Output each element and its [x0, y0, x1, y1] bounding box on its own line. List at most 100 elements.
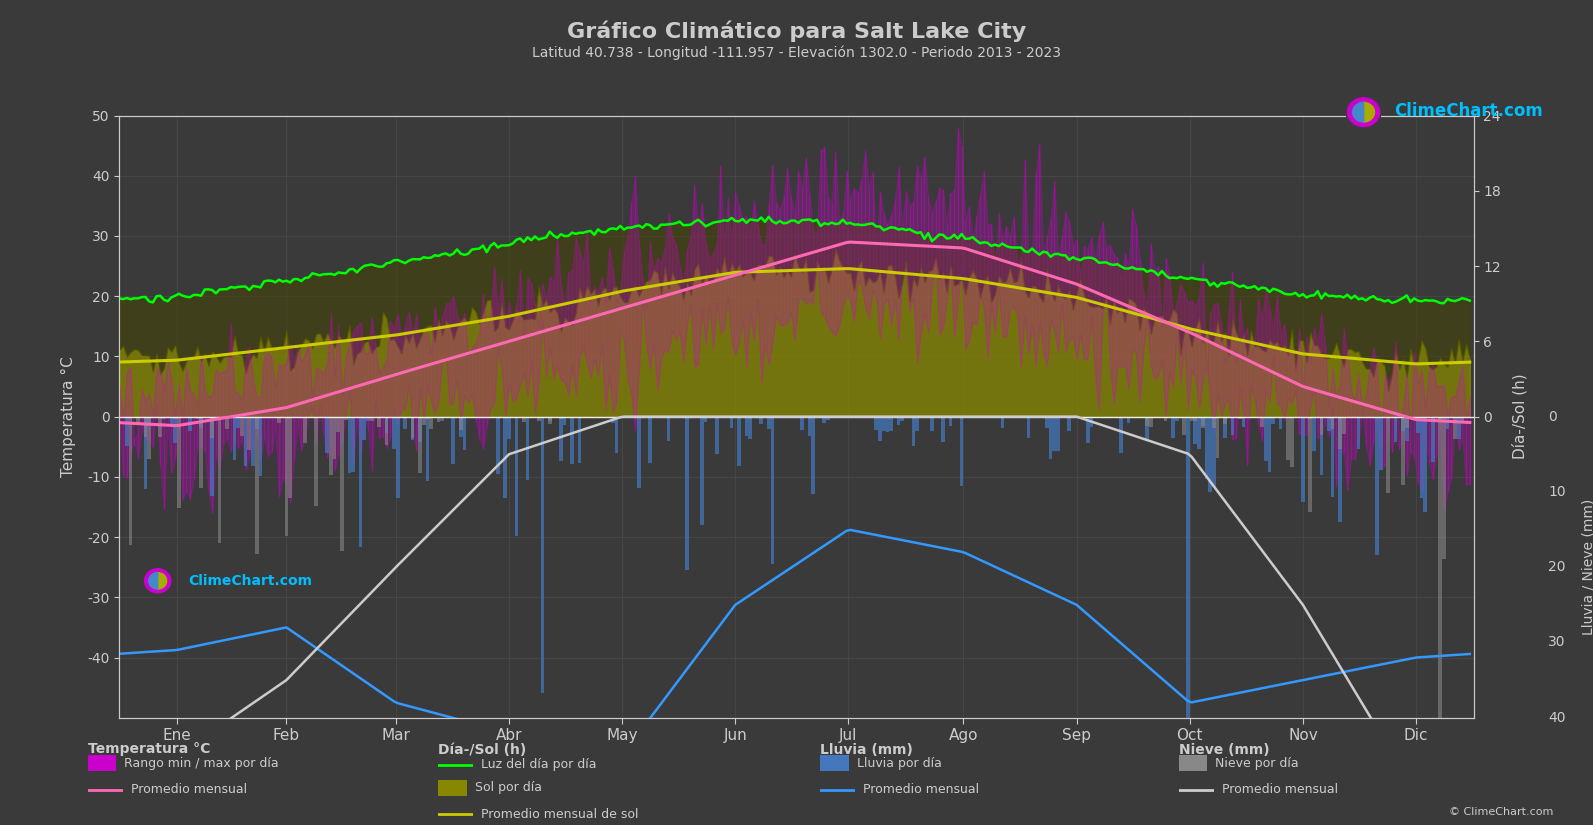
Bar: [730, 417, 733, 428]
Bar: [875, 417, 878, 431]
Bar: [1268, 417, 1271, 472]
Bar: [1149, 417, 1153, 427]
Bar: [344, 417, 347, 420]
Bar: [422, 417, 425, 426]
Wedge shape: [1352, 102, 1364, 122]
Y-axis label: Día-/Sol (h): Día-/Sol (h): [1512, 374, 1528, 460]
Bar: [1241, 417, 1246, 427]
Bar: [124, 417, 129, 446]
Bar: [540, 417, 545, 693]
Bar: [699, 417, 704, 526]
Bar: [612, 417, 615, 423]
Bar: [738, 417, 741, 466]
Bar: [503, 417, 507, 498]
Bar: [1442, 417, 1446, 559]
Bar: [459, 417, 462, 430]
Bar: [537, 417, 540, 421]
Text: Nieve (mm): Nieve (mm): [1179, 742, 1270, 757]
Bar: [333, 417, 336, 459]
Bar: [314, 417, 319, 506]
Bar: [766, 417, 771, 429]
Bar: [1402, 417, 1405, 485]
Text: Latitud 40.738 - Longitud -111.957 - Elevación 1302.0 - Periodo 2013 - 2023: Latitud 40.738 - Longitud -111.957 - Ele…: [532, 45, 1061, 60]
Bar: [417, 417, 422, 474]
Bar: [1416, 417, 1419, 432]
Bar: [1212, 417, 1215, 487]
Bar: [1402, 417, 1405, 431]
Bar: [1120, 417, 1123, 453]
Bar: [255, 417, 258, 554]
Bar: [916, 417, 919, 431]
Bar: [403, 417, 406, 429]
Bar: [1187, 417, 1190, 738]
Bar: [637, 417, 640, 488]
Text: 40: 40: [1548, 711, 1566, 724]
Bar: [1182, 417, 1187, 435]
Bar: [685, 417, 688, 569]
Bar: [1394, 417, 1397, 441]
Bar: [1458, 417, 1461, 439]
Bar: [1330, 417, 1335, 497]
Bar: [1438, 417, 1442, 808]
Bar: [1319, 417, 1324, 435]
Bar: [363, 417, 366, 441]
Wedge shape: [158, 573, 167, 589]
Text: Temperatura °C: Temperatura °C: [88, 742, 210, 757]
Bar: [1056, 417, 1059, 450]
Bar: [1308, 417, 1313, 512]
Bar: [1207, 417, 1212, 492]
Bar: [900, 417, 905, 421]
Bar: [1338, 417, 1341, 522]
Bar: [1207, 417, 1212, 418]
Bar: [255, 417, 258, 429]
Bar: [225, 417, 229, 429]
Bar: [744, 417, 749, 436]
Bar: [425, 417, 429, 419]
Bar: [1380, 417, 1383, 470]
Bar: [886, 417, 889, 432]
Bar: [1048, 417, 1053, 460]
Text: © ClimeChart.com: © ClimeChart.com: [1448, 807, 1553, 817]
Bar: [495, 417, 500, 474]
Bar: [559, 417, 562, 461]
Bar: [1164, 417, 1168, 422]
Bar: [1438, 417, 1442, 420]
Bar: [883, 417, 886, 431]
Bar: [749, 417, 752, 439]
Bar: [425, 417, 429, 481]
Bar: [252, 417, 255, 466]
Bar: [1230, 417, 1235, 435]
Bar: [411, 417, 414, 437]
Bar: [325, 417, 330, 453]
Bar: [210, 417, 213, 438]
Bar: [1357, 417, 1360, 450]
Bar: [358, 417, 363, 547]
Bar: [578, 417, 581, 463]
Bar: [1223, 417, 1227, 438]
Wedge shape: [1364, 102, 1375, 122]
Bar: [666, 417, 671, 441]
Bar: [1223, 417, 1227, 424]
Bar: [440, 417, 444, 421]
Bar: [1193, 417, 1198, 421]
Bar: [378, 417, 381, 427]
Text: Promedio mensual: Promedio mensual: [1222, 783, 1338, 796]
Bar: [827, 417, 830, 420]
Bar: [1319, 417, 1324, 474]
Bar: [395, 417, 400, 498]
Bar: [143, 417, 147, 489]
Text: Promedio mensual: Promedio mensual: [863, 783, 980, 796]
Bar: [244, 417, 247, 466]
Bar: [177, 417, 180, 508]
Bar: [1000, 417, 1004, 428]
Bar: [1341, 417, 1346, 434]
Bar: [1026, 417, 1031, 438]
Bar: [236, 417, 241, 427]
Bar: [771, 417, 774, 563]
Bar: [386, 417, 389, 445]
Bar: [548, 417, 551, 421]
Bar: [1176, 417, 1179, 421]
Text: Lluvia por día: Lluvia por día: [857, 757, 941, 770]
Bar: [1067, 417, 1070, 431]
Bar: [822, 417, 827, 423]
